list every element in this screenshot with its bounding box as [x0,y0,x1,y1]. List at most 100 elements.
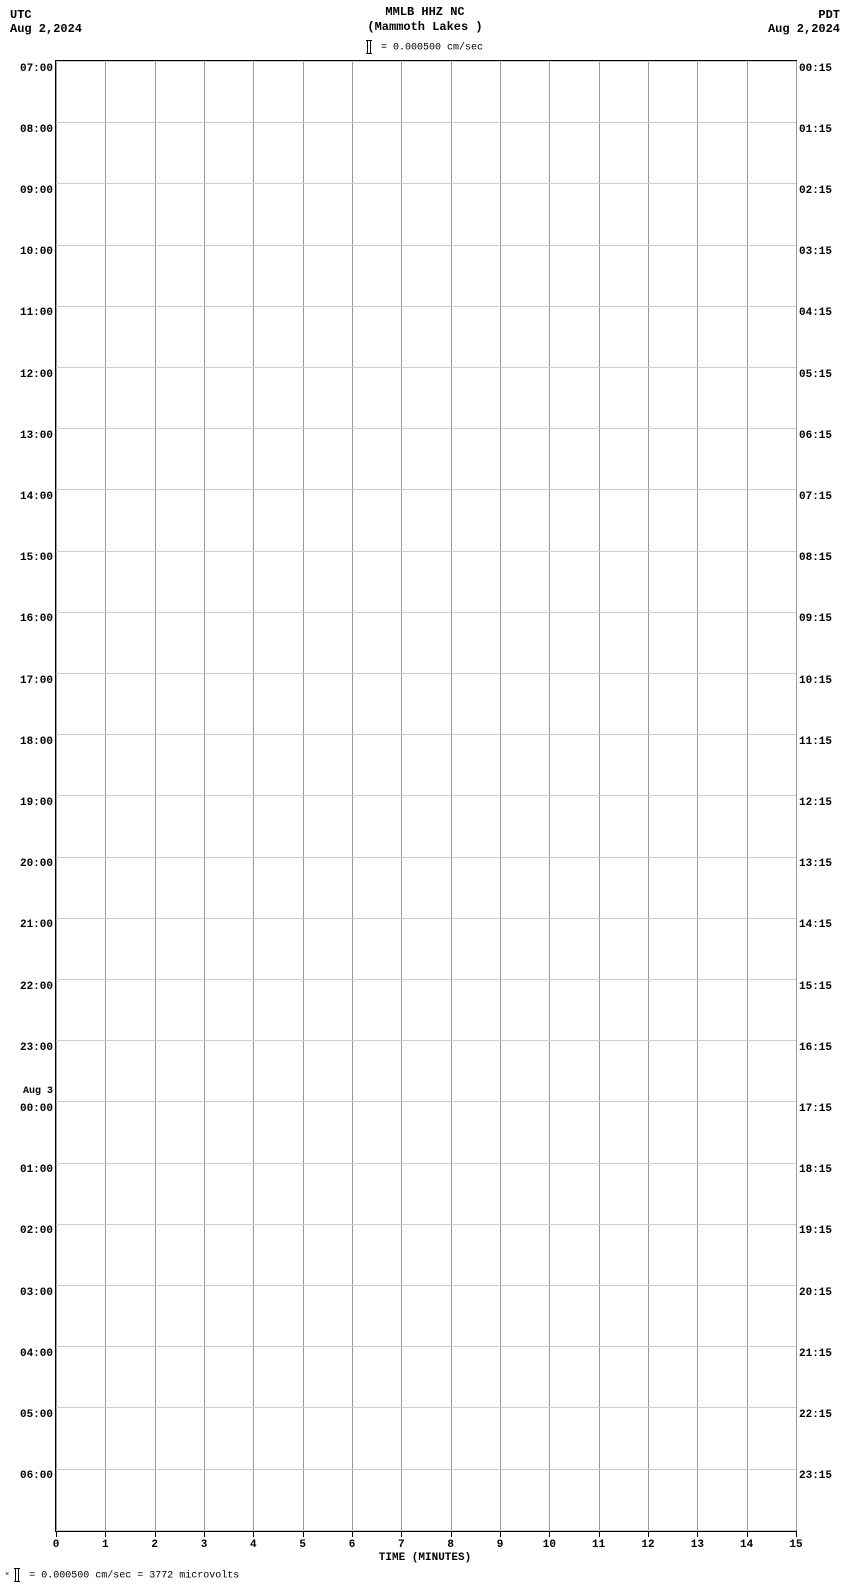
seismic-trace [56,176,796,177]
pdt-time-label: 17:15 [799,1103,832,1115]
seismic-trace [56,1247,796,1248]
x-tick-label: 14 [740,1539,753,1551]
pdt-time-label: 13:15 [799,858,832,870]
utc-time-label: 13:00 [20,430,53,442]
x-tick-label: 12 [641,1539,654,1551]
seismic-trace [56,772,796,773]
seismic-trace [56,375,796,376]
x-tick-mark [747,1531,748,1537]
pdt-time-label: 01:15 [799,124,832,136]
pdt-time-label: 14:15 [799,919,832,931]
x-tick-mark [56,1531,57,1537]
utc-time-label: 11:00 [20,307,53,319]
seismic-trace [56,1262,796,1263]
header-scale-text: = 0.000500 cm/sec [381,43,483,54]
seismic-trace [56,344,796,345]
x-tick-label: 6 [349,1539,356,1551]
seismic-trace [56,1400,796,1401]
seismic-trace [56,69,796,70]
grid-vertical [796,61,797,1531]
location-title: (Mammoth Lakes ) [367,20,482,34]
grid-horizontal [56,61,796,62]
seismic-trace [56,711,796,712]
pdt-time-label: 03:15 [799,246,832,258]
seismic-trace [56,1048,796,1049]
utc-time-label: 10:00 [20,246,53,258]
pdt-time-label: 07:15 [799,491,832,503]
seismic-trace [56,1354,796,1355]
pdt-time-label: 20:15 [799,1287,832,1299]
x-tick-label: 15 [789,1539,802,1551]
date-right-label: Aug 2,2024 [768,22,840,36]
x-tick-label: 9 [497,1539,504,1551]
pdt-time-label: 02:15 [799,185,832,197]
grid-horizontal [56,918,796,919]
grid-horizontal [56,795,796,796]
pdt-time-label: 11:15 [799,736,832,748]
utc-time-label: 23:00 [20,1042,53,1054]
seismic-trace [56,727,796,728]
seismic-trace [56,681,796,682]
seismic-trace [56,1308,796,1309]
grid-horizontal [56,979,796,980]
seismic-trace [56,99,796,100]
pdt-time-label: 12:15 [799,797,832,809]
x-tick-label: 10 [543,1539,556,1551]
utc-time-label: 17:00 [20,675,53,687]
seismic-trace [56,482,796,483]
seismic-trace [56,528,796,529]
grid-horizontal [56,428,796,429]
seismic-trace [56,1017,796,1018]
seismic-trace [56,436,796,437]
seismic-trace [56,84,796,85]
seismic-trace [56,910,796,911]
x-tick-mark [648,1531,649,1537]
grid-horizontal [56,857,796,858]
header-scale: = 0.000500 cm/sec [367,40,483,54]
seismic-trace [56,925,796,926]
utc-time-label: 21:00 [20,919,53,931]
seismic-trace [56,115,796,116]
seismic-trace [56,1430,796,1431]
grid-horizontal [56,1346,796,1347]
utc-time-label: 04:00 [20,1348,53,1360]
grid-horizontal [56,551,796,552]
utc-time-label: 05:00 [20,1409,53,1421]
utc-time-label: 18:00 [20,736,53,748]
scale-bar-icon [15,1568,19,1582]
pdt-time-label: 15:15 [799,981,832,993]
grid-horizontal [56,1285,796,1286]
x-tick-mark [303,1531,304,1537]
seismic-trace [56,543,796,544]
seismic-trace [56,1476,796,1477]
seismic-trace [56,313,796,314]
seismic-trace [56,1002,796,1003]
grid-horizontal [56,122,796,123]
seismic-trace [56,160,796,161]
seismogram-container: MMLB HHZ NC (Mammoth Lakes ) = 0.000500 … [0,0,850,1584]
pdt-time-label: 09:15 [799,613,832,625]
scale-bar-icon [367,40,371,54]
x-tick-label: 3 [201,1539,208,1551]
seismic-trace [56,451,796,452]
x-tick-mark [204,1531,205,1537]
utc-time-label: 08:00 [20,124,53,136]
seismic-trace [56,1446,796,1447]
seismic-trace [56,421,796,422]
seismic-trace [56,1109,796,1110]
pdt-time-label: 06:15 [799,430,832,442]
x-tick-mark [500,1531,501,1537]
x-tick-label: 5 [299,1539,306,1551]
x-tick-mark [253,1531,254,1537]
x-tick-mark [155,1531,156,1537]
seismic-trace [56,390,796,391]
grid-horizontal [56,673,796,674]
seismic-trace [56,359,796,360]
header: MMLB HHZ NC (Mammoth Lakes ) = 0.000500 … [0,0,850,60]
pdt-time-label: 10:15 [799,675,832,687]
tz-right-label: PDT [818,8,840,22]
seismic-trace [56,987,796,988]
pdt-time-label: 22:15 [799,1409,832,1421]
pdt-time-label: 04:15 [799,307,832,319]
pdt-time-label: 21:15 [799,1348,832,1360]
